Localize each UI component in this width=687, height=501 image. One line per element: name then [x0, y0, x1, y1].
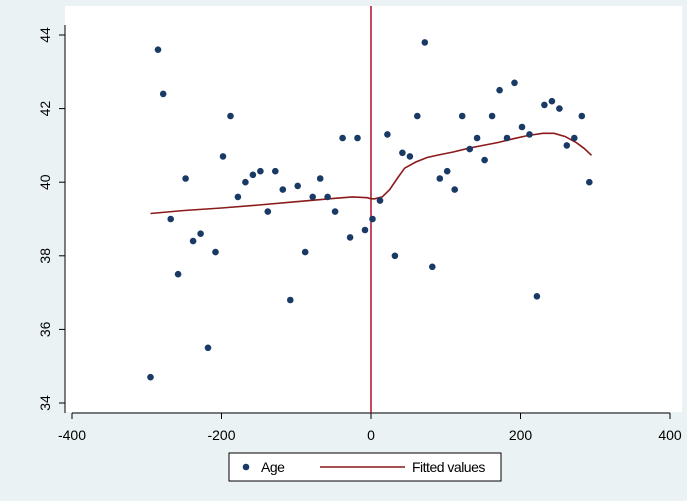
- age-point: [586, 178, 593, 186]
- age-point: [481, 156, 488, 164]
- age-point: [212, 248, 219, 256]
- age-point: [526, 131, 533, 138]
- legend-marker-age: [242, 463, 250, 471]
- age-point: [294, 182, 302, 190]
- age-point: [578, 112, 586, 120]
- y-tick-label: 36: [37, 321, 53, 337]
- age-point: [548, 97, 556, 105]
- age-point: [406, 153, 414, 160]
- age-point: [511, 79, 518, 87]
- age-point: [354, 134, 361, 142]
- age-point: [414, 112, 421, 120]
- age-point: [324, 193, 331, 201]
- age-point: [466, 145, 474, 153]
- age-point: [219, 153, 227, 160]
- age-point: [204, 344, 212, 352]
- age-point: [503, 134, 511, 142]
- age-point: [391, 252, 399, 260]
- age-point: [473, 134, 481, 142]
- age-point: [272, 167, 279, 175]
- age-point: [369, 215, 376, 223]
- x-axis-ticks: -400 -200 0 200 400: [58, 413, 682, 443]
- legend-label-fitted: Fitted values: [412, 459, 485, 475]
- age-point: [287, 296, 294, 304]
- age-point: [174, 270, 182, 278]
- legend: Age Fitted values: [228, 452, 502, 482]
- age-point: [429, 263, 436, 271]
- age-point: [234, 193, 242, 201]
- age-point: [496, 86, 503, 94]
- age-point: [197, 230, 204, 237]
- age-point: [154, 46, 162, 53]
- age-point: [189, 237, 197, 245]
- age-markers: [147, 39, 593, 381]
- age-point: [384, 131, 391, 138]
- age-point: [309, 193, 317, 201]
- age-point: [279, 186, 287, 193]
- age-point: [346, 234, 354, 241]
- age-point: [518, 123, 526, 131]
- age-point: [443, 167, 451, 175]
- x-tick-label: -400: [58, 427, 86, 443]
- y-tick-label: 42: [37, 101, 53, 117]
- y-tick-label: 34: [37, 395, 53, 411]
- age-point: [167, 215, 174, 223]
- age-point: [399, 149, 406, 157]
- age-point: [249, 171, 257, 179]
- age-point: [227, 112, 234, 120]
- age-point: [147, 373, 154, 381]
- age-point: [533, 293, 541, 300]
- age-point: [451, 186, 459, 193]
- x-tick-label: -200: [207, 427, 235, 443]
- age-point: [331, 208, 339, 215]
- age-point: [257, 167, 264, 175]
- age-point: [264, 208, 272, 215]
- age-point: [339, 134, 346, 142]
- age-point: [182, 175, 189, 182]
- age-point: [436, 175, 444, 182]
- y-tick-label: 40: [37, 174, 53, 190]
- age-point: [571, 134, 578, 142]
- x-tick-label: 200: [509, 427, 533, 443]
- age-point: [563, 142, 571, 149]
- age-point: [242, 178, 249, 186]
- age-point: [361, 226, 369, 234]
- fitted-values-line: [150, 132, 593, 215]
- age-point: [301, 248, 309, 256]
- x-tick-label: 400: [658, 427, 682, 443]
- x-tick-label: 0: [367, 427, 375, 443]
- plot-area: [65, 6, 682, 412]
- age-point: [488, 112, 496, 120]
- legend-label-age: Age: [261, 459, 285, 475]
- age-point: [458, 112, 466, 120]
- y-axis-ticks: 34 36 38 40 42 44: [37, 27, 65, 411]
- y-tick-label: 44: [37, 27, 53, 43]
- age-point: [159, 90, 167, 98]
- age-point: [541, 101, 548, 109]
- age-point: [376, 197, 384, 204]
- y-tick-label: 38: [37, 248, 53, 264]
- age-point: [556, 105, 563, 112]
- age-point: [421, 39, 429, 46]
- age-point: [316, 175, 324, 182]
